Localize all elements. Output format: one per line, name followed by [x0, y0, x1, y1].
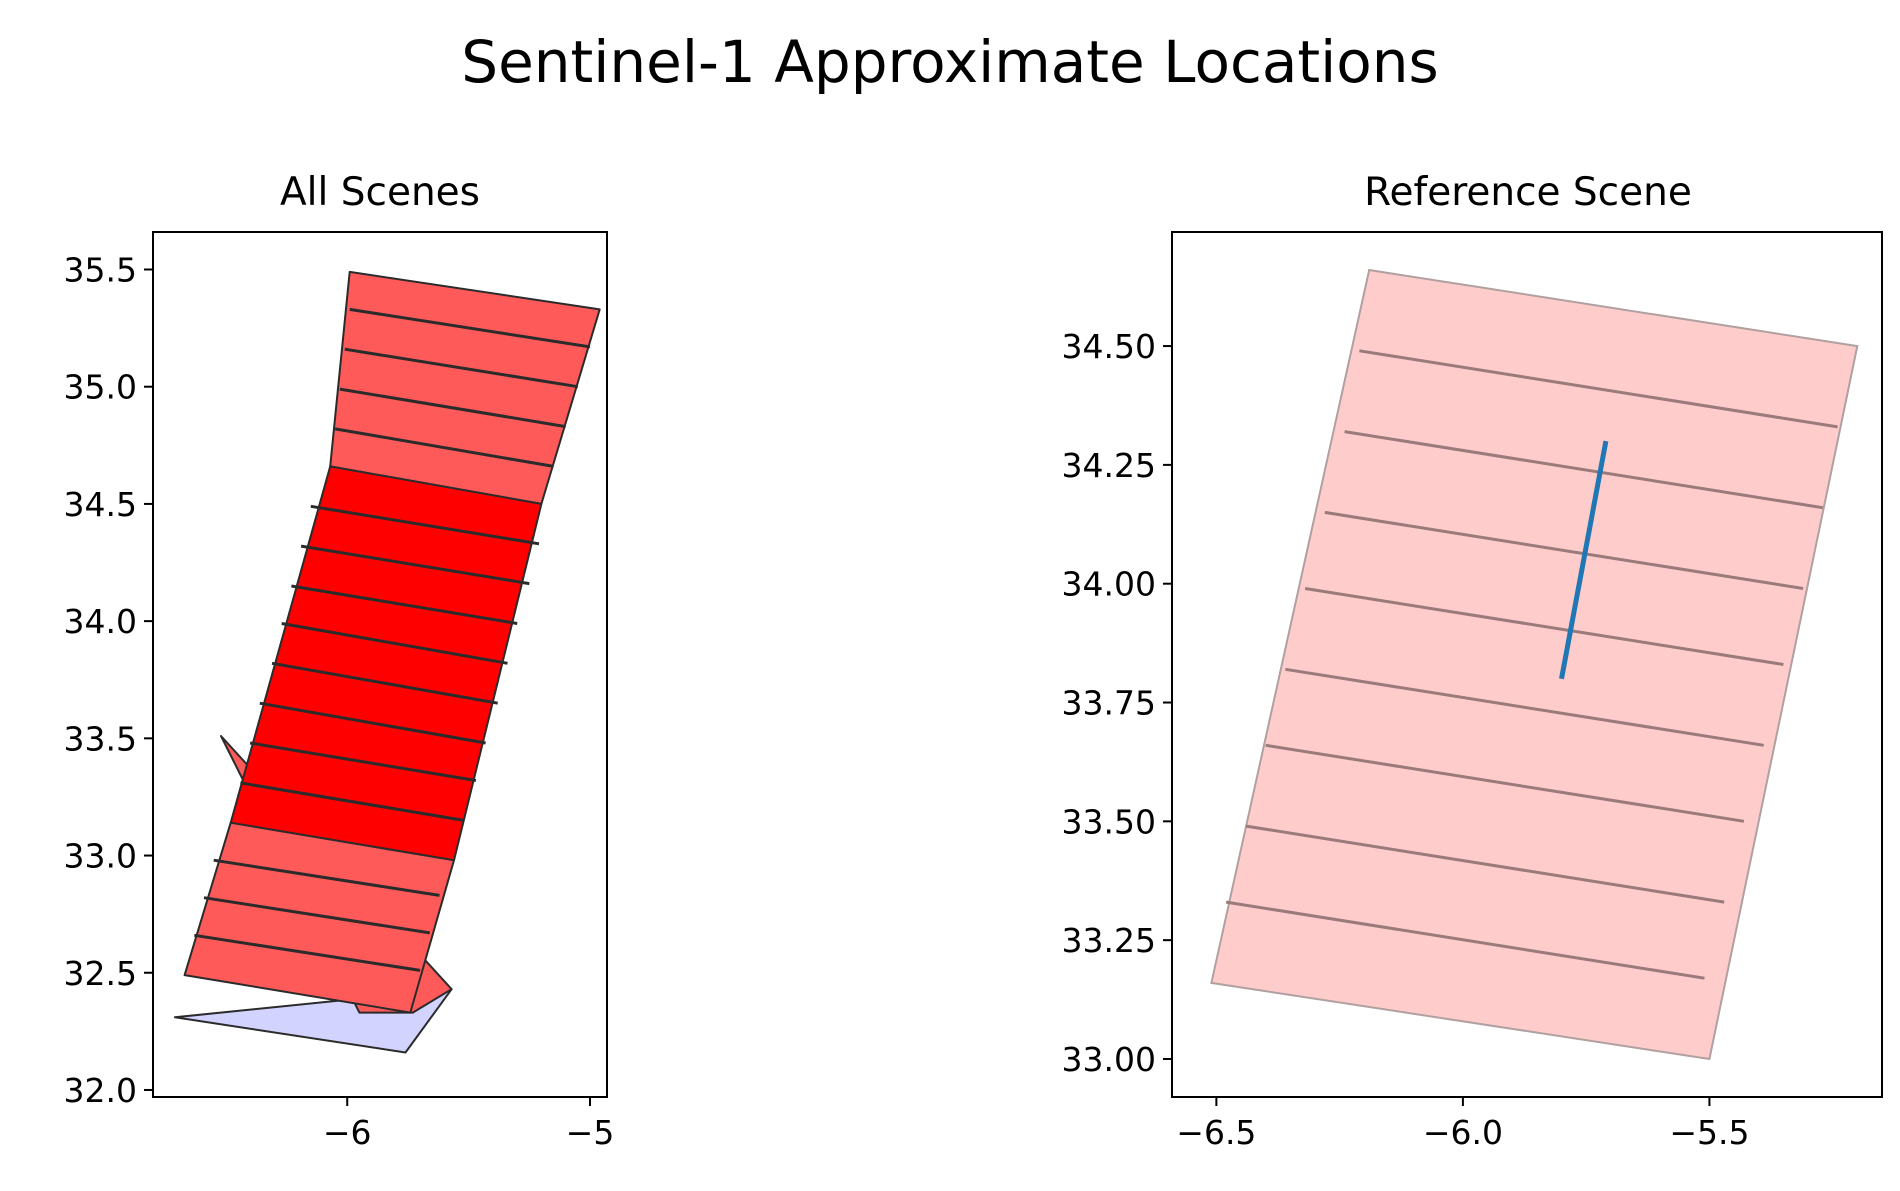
- reference-scene-ytick-label: 33.75: [1062, 684, 1156, 723]
- all-scenes-axes: All Scenes −6 −5 32.0 32.5 33.0 33.5 34.0 34.5 3…: [64, 170, 615, 1152]
- reference-scene-xtick-label: −6.5: [1176, 1113, 1256, 1152]
- burst-boundary-line: [213, 858, 440, 897]
- reference-scene-xtick-label: −5.5: [1669, 1113, 1749, 1152]
- burst-boundary-line: [1225, 900, 1705, 980]
- burst-boundary-line: [339, 387, 566, 429]
- all-scenes-title: All Scenes: [280, 170, 480, 215]
- reference-scene-axes: Reference Scene −6.5 −6.0 −5.5 33.00 33.25 33…: [1062, 170, 1883, 1152]
- burst-boundary-line: [1324, 510, 1804, 590]
- reference-scene-footprint: [1210, 268, 1859, 1061]
- burst-boundary-line: [300, 544, 530, 586]
- all-scenes-xtick-label: −5: [566, 1113, 615, 1152]
- track-line: [1559, 440, 1609, 680]
- burst-boundary-line: [259, 701, 486, 745]
- all-scenes-ytick-label: 33.5: [64, 719, 137, 758]
- all-scenes-ytick-label: 32.0: [64, 1071, 137, 1110]
- burst-boundary-line: [271, 661, 498, 705]
- burst-boundary-line: [1304, 587, 1784, 666]
- reference-scene-title: Reference Scene: [1364, 170, 1692, 215]
- reference-scene-ytick-label: 34.50: [1062, 327, 1156, 366]
- reference-scene-frame: [1171, 231, 1883, 1098]
- all-scenes-ytick-label: 33.0: [64, 837, 137, 876]
- burst-boundary-line: [194, 933, 421, 972]
- burst-boundary-line: [344, 347, 579, 389]
- all-scenes-ticks: −6 −5 32.0 32.5 33.0 33.5 34.0 34.5 35.0 35.5: [64, 251, 615, 1152]
- reference-scene-ytick-label: 34.25: [1062, 446, 1156, 485]
- reference-scene-ticks: −6.5 −6.0 −5.5 33.00 33.25 33.50 33.75 34.00 34.…: [1062, 327, 1750, 1152]
- all-scenes-ytick-label: 34.5: [64, 485, 137, 524]
- scene-footprint-dark: [229, 465, 543, 862]
- all-scenes-ytick-label: 34.0: [64, 602, 137, 641]
- burst-boundary-line: [203, 896, 431, 935]
- reference-scene-ytick-label: 33.50: [1062, 802, 1156, 841]
- scene-footprint-light: [329, 270, 601, 505]
- all-scenes-xtick-label: −6: [323, 1113, 372, 1152]
- burst-boundary-line: [1285, 667, 1764, 747]
- figure-title: Sentinel-1 Approximate Locations: [461, 28, 1438, 96]
- reference-scene-ytick-label: 34.00: [1062, 565, 1156, 604]
- all-scenes-plot-area: [173, 270, 601, 1054]
- burst-boundary-line: [1245, 824, 1725, 904]
- all-scenes-ytick-label: 32.5: [64, 954, 137, 993]
- reference-scene-xtick-label: −6.0: [1423, 1113, 1503, 1152]
- burst-boundary-line: [249, 741, 477, 782]
- all-scenes-ytick-label: 35.0: [64, 368, 137, 407]
- reference-scene-ytick-label: 33.00: [1062, 1040, 1156, 1079]
- burst-boundary-line: [1344, 430, 1824, 510]
- burst-boundary-line: [334, 427, 554, 468]
- reference-scene-plot-area: [1210, 268, 1859, 1061]
- burst-boundary-line: [1265, 743, 1745, 823]
- burst-boundary-line: [349, 307, 591, 349]
- burst-boundary-line: [291, 584, 518, 625]
- burst-boundary-line: [310, 504, 540, 546]
- burst-boundary-line: [240, 781, 465, 822]
- burst-boundary-line: [1359, 349, 1838, 429]
- all-scenes-frame: [152, 231, 608, 1098]
- burst-boundary-line: [281, 622, 508, 665]
- reference-scene-ytick-label: 33.25: [1062, 921, 1156, 960]
- all-scenes-ytick-label: 35.5: [64, 251, 137, 290]
